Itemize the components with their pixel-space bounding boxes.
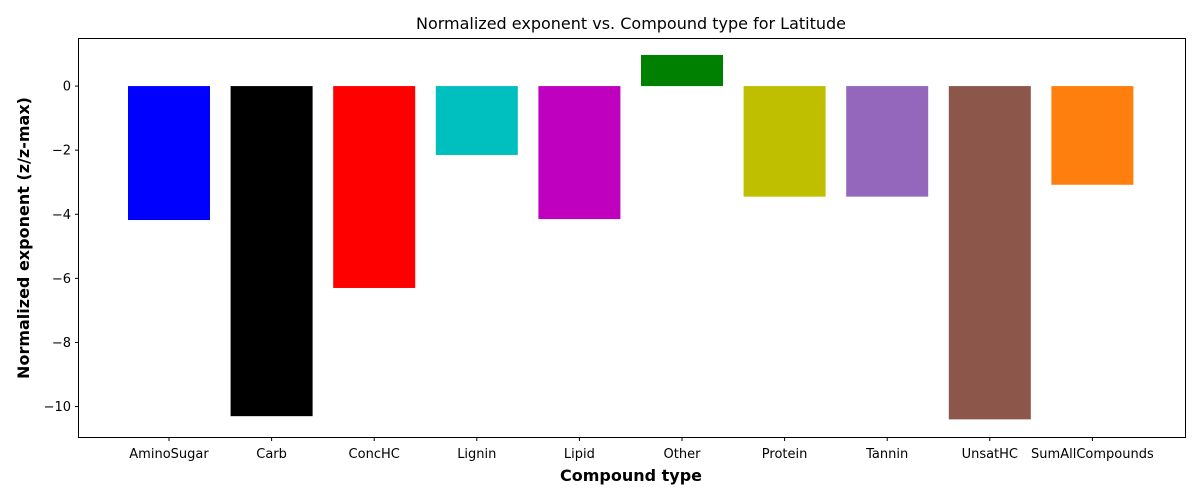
bar-conchc <box>333 86 416 288</box>
x-tick-label: Other <box>664 447 702 462</box>
plot-frame <box>78 38 1186 438</box>
x-tick-label: SumAllCompounds <box>1031 447 1154 462</box>
y-tick-label: −2 <box>52 144 71 159</box>
x-tick-label: AminoSugar <box>129 447 209 462</box>
bar-sumallcompounds <box>1051 86 1134 185</box>
chart-title: Normalized exponent vs. Compound type fo… <box>416 14 846 33</box>
bar-unsathc <box>948 86 1031 420</box>
x-tick-label: Protein <box>762 447 808 462</box>
y-tick-label: −10 <box>44 400 71 415</box>
x-tick-label: UnsatHC <box>962 447 1018 462</box>
bar-tannin <box>846 86 929 197</box>
bars-group <box>128 54 1134 420</box>
bar-lignin <box>435 86 518 155</box>
bar-carb <box>230 86 313 417</box>
bar-lipid <box>538 86 621 220</box>
bar-protein <box>743 86 826 197</box>
x-axis-label: Compound type <box>560 466 702 485</box>
x-axis: AminoSugar Carb ConcHC Lignin Lipid Other Prot… <box>129 437 1154 462</box>
x-tick-label: ConcHC <box>349 447 400 462</box>
x-tick-label: Carb <box>256 447 287 462</box>
y-tick-label: −4 <box>52 208 71 223</box>
y-axis: 0 −2 −4 −6 −8 −10 <box>44 80 79 415</box>
x-tick-label: Tannin <box>865 447 908 462</box>
y-tick-label: −6 <box>52 272 71 287</box>
bar-aminosugar <box>128 86 210 221</box>
y-axis-label: Normalized exponent (z/z-max) <box>14 97 33 379</box>
x-tick-label: Lignin <box>457 447 496 462</box>
bar-other <box>641 54 723 87</box>
x-tick-label: Lipid <box>564 447 595 462</box>
y-tick-label: 0 <box>63 80 71 95</box>
y-tick-label: −8 <box>52 336 71 351</box>
